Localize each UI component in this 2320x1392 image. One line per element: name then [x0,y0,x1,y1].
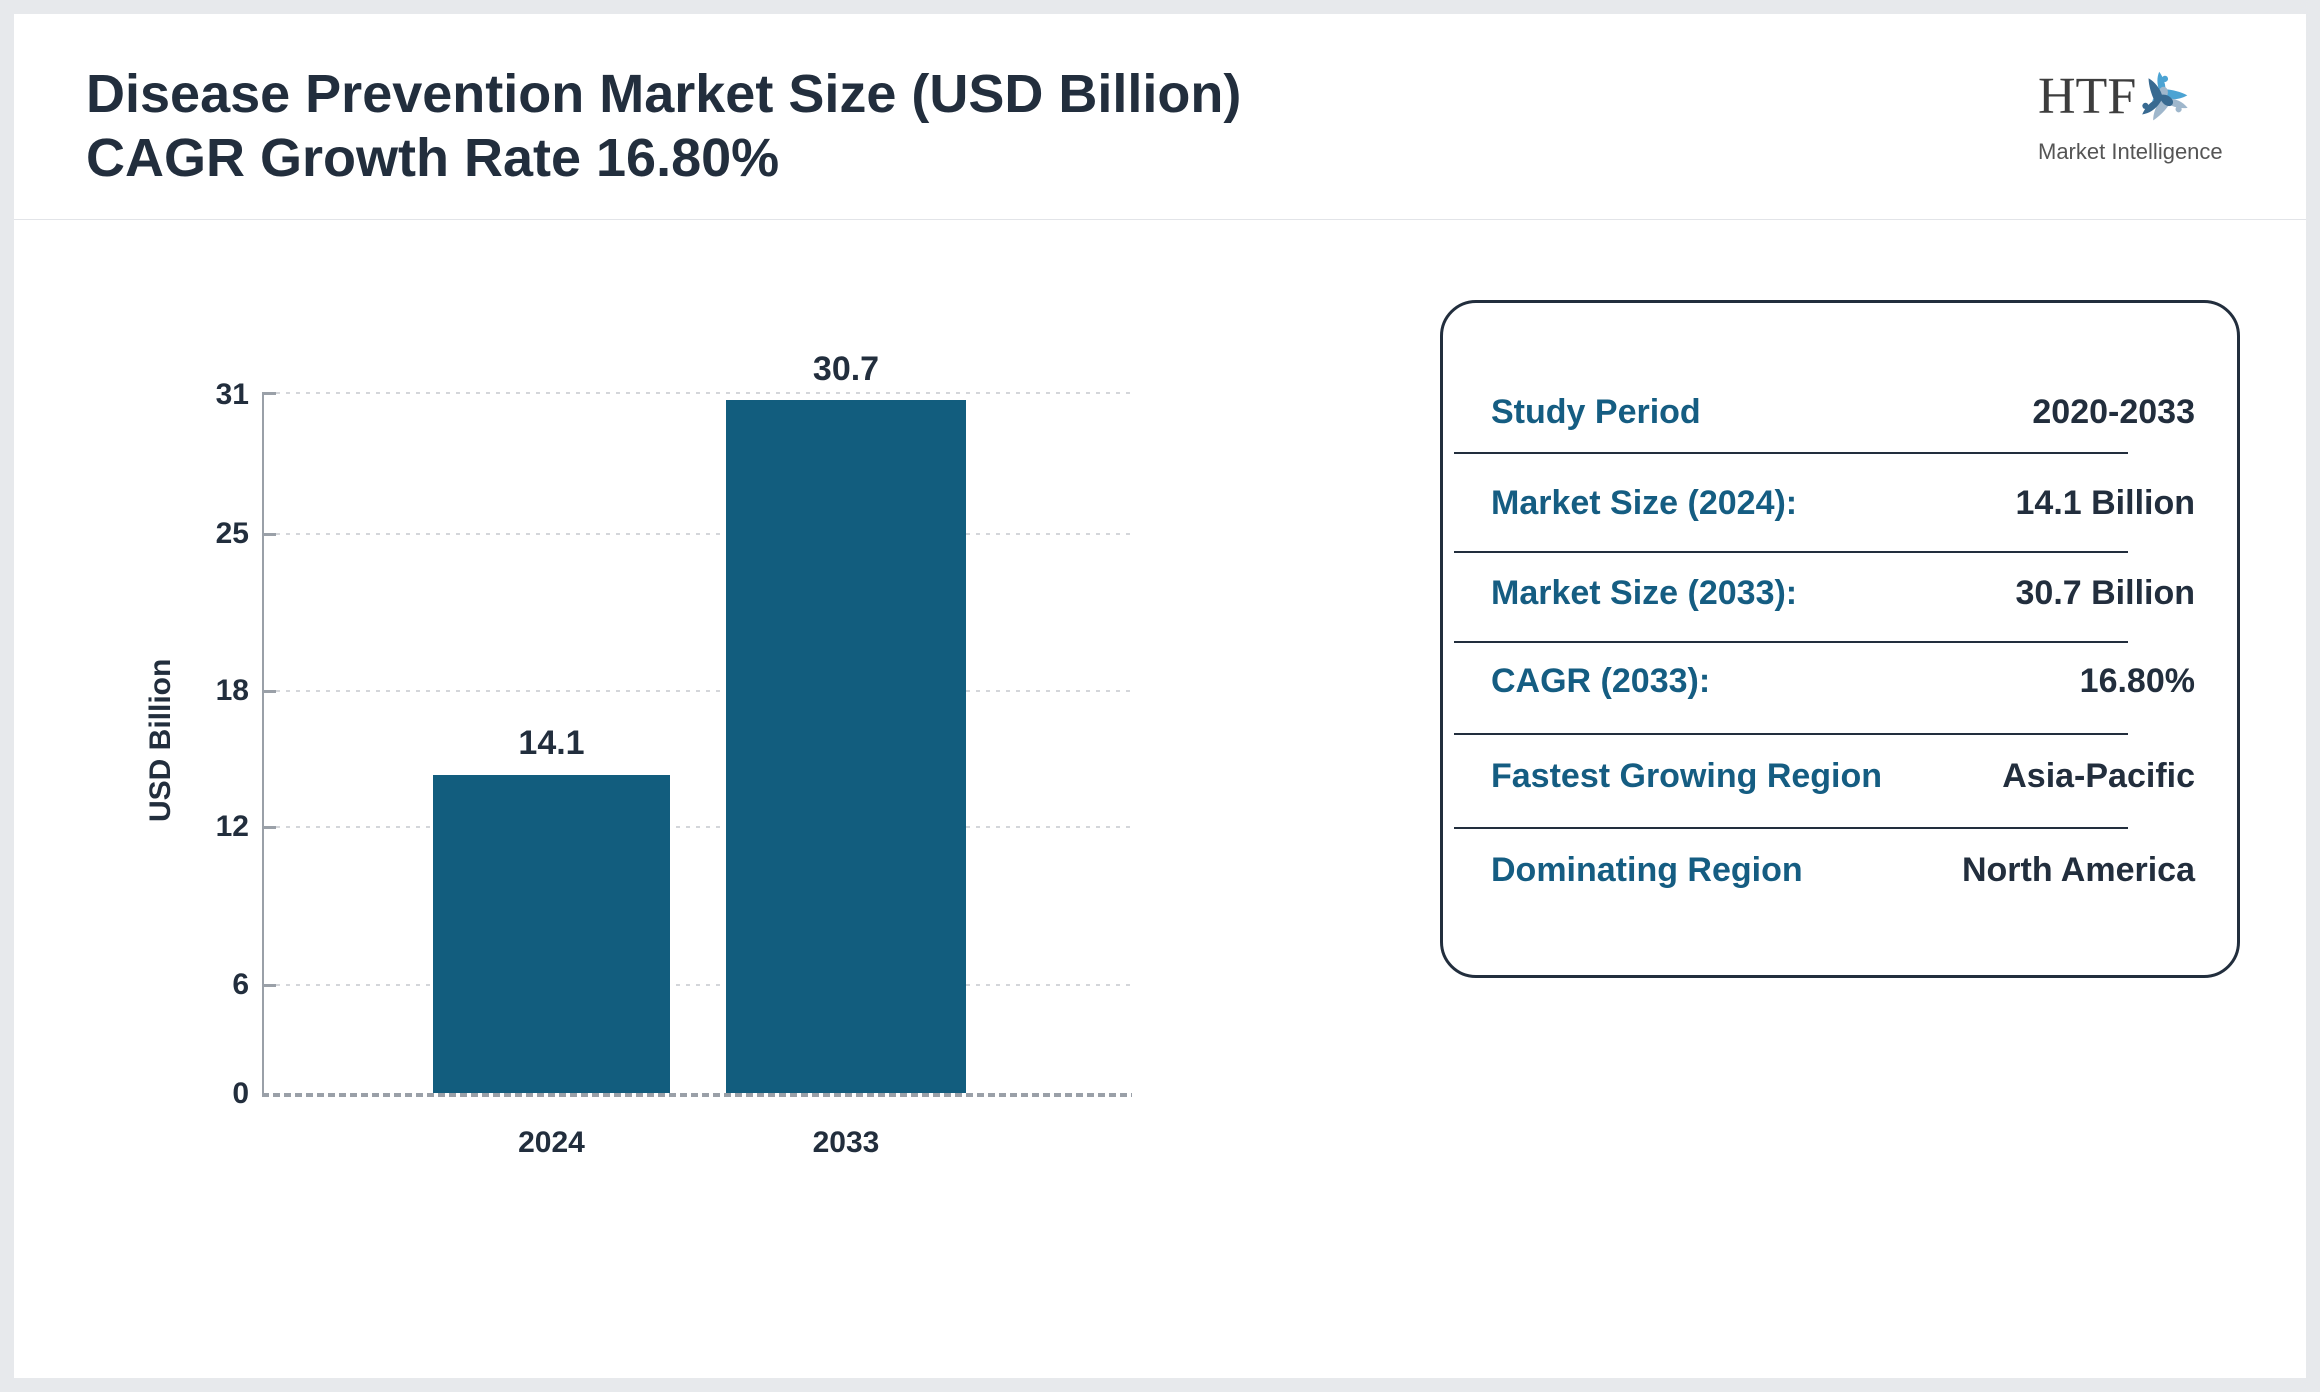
svg-text:Market Intelligence: Market Intelligence [2038,139,2223,164]
svg-text:HTF: HTF [2038,68,2136,125]
